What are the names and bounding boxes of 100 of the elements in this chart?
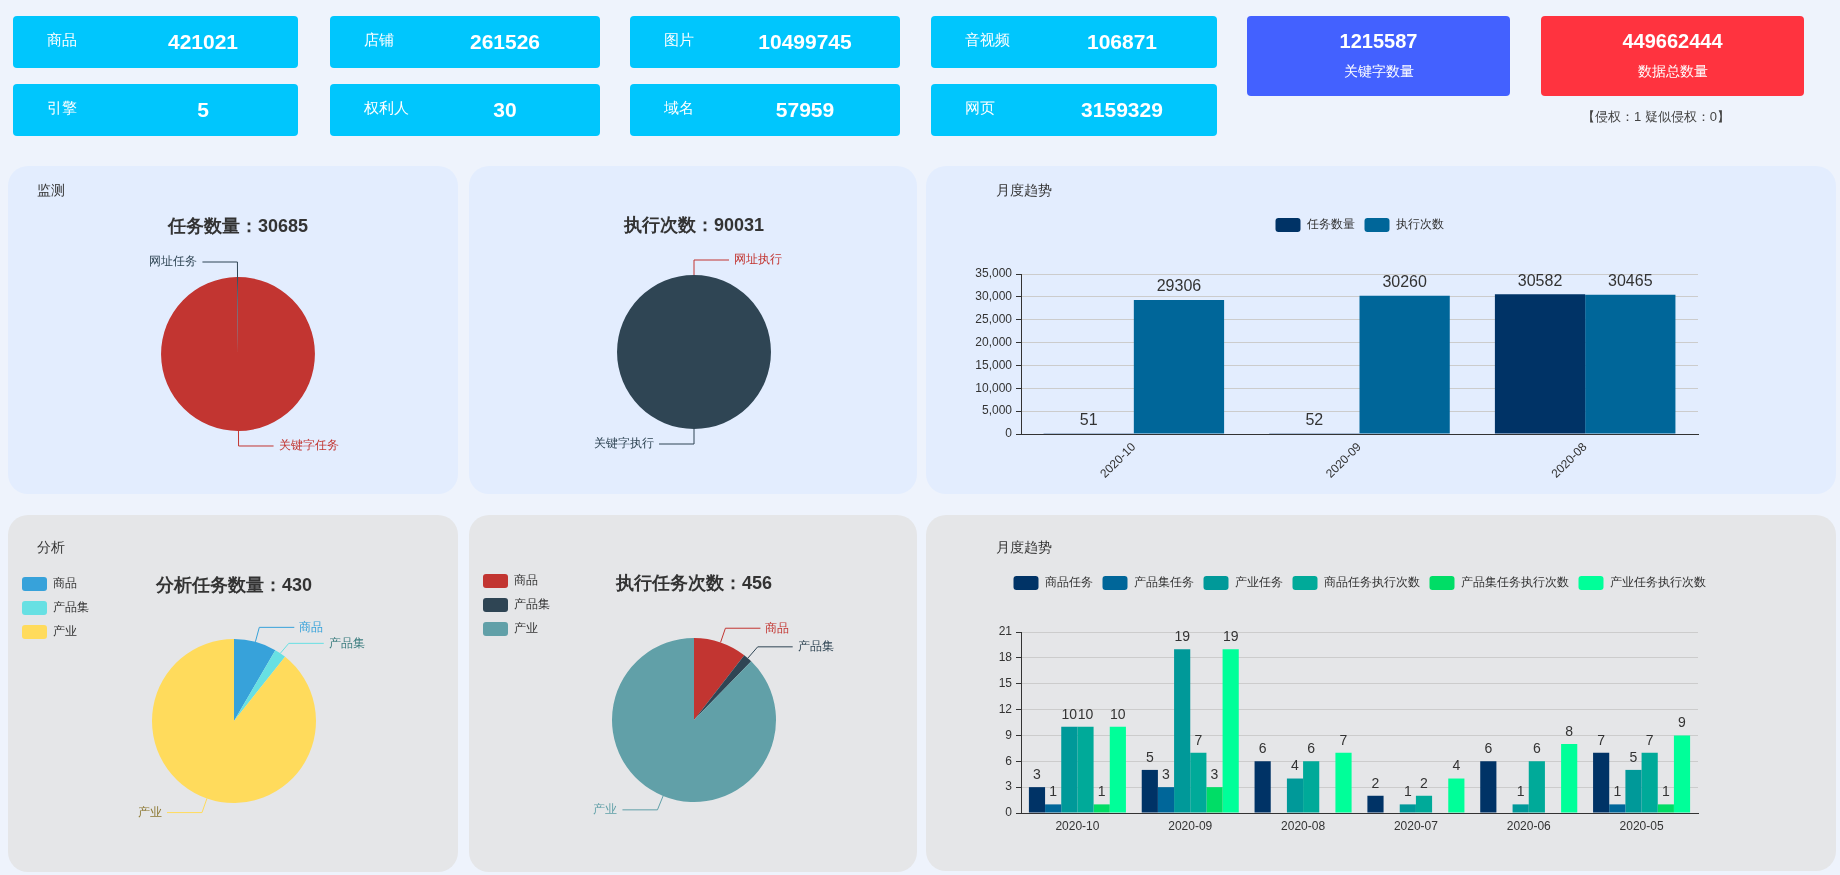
x-tick-label: 2020-05 <box>1619 818 1664 833</box>
data-label: 10 <box>1061 705 1078 722</box>
x-tick-label: 2020-06 <box>1506 818 1552 833</box>
y-tick-label: 15 <box>998 676 1013 691</box>
text: 【侵权：1 疑似侵权：0】 <box>1582 108 1731 126</box>
data-label: 2 <box>1371 774 1380 791</box>
data-label: 6 <box>1307 740 1316 757</box>
y-tick-label: 0 <box>1005 426 1013 441</box>
chart-title: 执行次数：90031 <box>623 214 765 237</box>
y-tick-label: 12 <box>998 701 1013 716</box>
y-tick-label: 21 <box>998 624 1013 639</box>
data-label: 5 <box>1629 748 1638 765</box>
text: 106871 <box>1086 30 1158 54</box>
legend-label: 产品集任务 <box>1133 575 1194 590</box>
data-label: 8 <box>1565 722 1574 739</box>
data-label: 6 <box>1484 740 1493 757</box>
chart-title: 月度趋势 <box>996 539 1052 557</box>
slice-label: 产品集 <box>328 635 365 650</box>
text: 音视频 <box>965 30 1010 50</box>
slice-label: 商品 <box>765 620 790 635</box>
y-tick-label: 5,000 <box>981 403 1013 418</box>
y-tick-label: 3 <box>1005 779 1013 794</box>
y-tick-label: 10,000 <box>975 380 1013 395</box>
legend-label: 产业任务 <box>1234 575 1283 590</box>
data-label: 3 <box>1162 766 1171 782</box>
data-label: 29306 <box>1156 277 1202 295</box>
text: 5 <box>197 98 209 122</box>
legend-label: 任务数量 <box>1305 217 1355 232</box>
text: 3159329 <box>1081 98 1163 122</box>
chart-title: 月度趋势 <box>996 182 1052 200</box>
legend-label: 产业任务执行次数 <box>1609 575 1706 590</box>
text: 数据总数量 <box>1637 63 1708 81</box>
y-tick-label: 25,000 <box>975 312 1013 327</box>
text: 261526 <box>469 30 541 54</box>
data-label: 9 <box>1678 714 1687 731</box>
data-label: 7 <box>1645 731 1654 748</box>
legend-label: 商品 <box>53 576 77 591</box>
text: 域名 <box>664 98 694 118</box>
x-tick-label: 2020-10 <box>1055 818 1100 833</box>
x-tick-label: 2020-08 <box>1281 818 1326 833</box>
text: 30 <box>493 98 517 122</box>
y-tick-label: 15,000 <box>975 357 1013 372</box>
text: 商品 <box>47 30 77 50</box>
data-label: 4 <box>1452 757 1461 774</box>
x-tick-label: 2020-07 <box>1393 818 1439 833</box>
y-tick-label: 30,000 <box>975 289 1013 304</box>
text: 10499745 <box>758 30 852 54</box>
y-tick-label: 0 <box>1005 805 1013 820</box>
data-label: 1 <box>1403 783 1412 800</box>
data-label: 6 <box>1258 740 1267 757</box>
text: 引擎 <box>47 98 77 118</box>
data-label: 19 <box>1174 628 1191 645</box>
text: 图片 <box>664 30 694 50</box>
data-label: 1 <box>1661 783 1670 800</box>
y-tick-label: 18 <box>998 650 1013 665</box>
text: 57959 <box>775 98 835 122</box>
data-label: 7 <box>1597 731 1606 748</box>
x-tick-label: 2020-09 <box>1168 818 1213 833</box>
data-label: 10 <box>1077 705 1094 722</box>
data-label: 1 <box>1049 783 1058 800</box>
chart-title: 任务数量：30685 <box>167 215 309 238</box>
data-label: 7 <box>1194 731 1203 748</box>
legend-label: 执行次数 <box>1395 217 1444 232</box>
data-label: 1 <box>1613 783 1622 800</box>
y-tick-label: 20,000 <box>975 334 1013 349</box>
text: 网页 <box>965 98 995 118</box>
legend-label: 产品集 <box>514 597 550 612</box>
legend-label: 商品 <box>514 573 538 588</box>
slice-label: 关键字任务 <box>278 438 339 453</box>
legend-label: 产业 <box>514 621 538 636</box>
data-label: 3 <box>1210 766 1219 782</box>
legend-label: 产业 <box>53 624 77 639</box>
slice-label: 产业 <box>138 804 162 819</box>
data-label: 7 <box>1339 731 1348 748</box>
data-label: 52 <box>1305 411 1324 429</box>
slice-label: 网址任务 <box>149 254 198 269</box>
slice-label: 关键字执行 <box>594 436 654 451</box>
data-label: 30260 <box>1382 273 1427 291</box>
y-tick-label: 9 <box>1005 727 1013 742</box>
chart-title: 分析任务数量：430 <box>155 574 313 597</box>
text: 1215587 <box>1339 29 1418 53</box>
data-label: 10 <box>1110 705 1126 722</box>
legend-label: 商品任务执行次数 <box>1323 575 1420 590</box>
chart-title: 执行任务次数：456 <box>615 572 773 595</box>
data-label: 51 <box>1079 411 1098 429</box>
text: 449662444 <box>1622 29 1723 53</box>
slice-label: 商品 <box>299 619 324 634</box>
y-tick-label: 35,000 <box>975 266 1013 281</box>
text: 分析 <box>37 539 65 557</box>
text: 关键字数量 <box>1343 63 1414 81</box>
data-label: 4 <box>1291 757 1300 774</box>
text: 421021 <box>167 30 239 54</box>
slice-label: 产业 <box>593 802 618 817</box>
data-label: 19 <box>1222 628 1239 645</box>
data-label: 5 <box>1145 748 1154 765</box>
data-label: 2 <box>1420 774 1429 791</box>
slice-label: 产品集 <box>797 639 834 654</box>
text: 店铺 <box>364 30 394 50</box>
text: 权利人 <box>364 98 409 118</box>
legend-label: 产品集任务执行次数 <box>1460 575 1569 590</box>
